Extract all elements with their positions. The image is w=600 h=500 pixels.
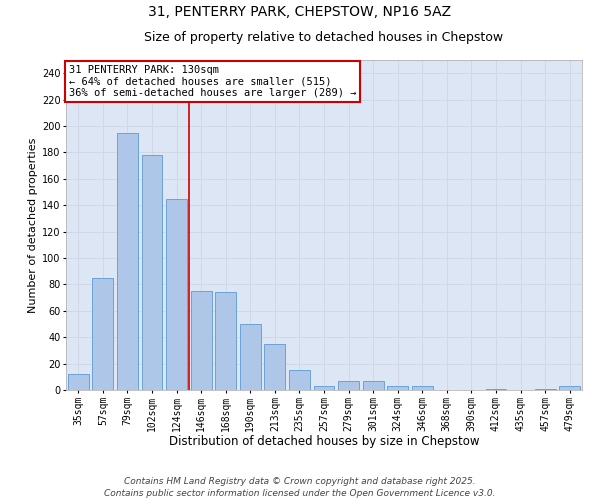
Text: 31 PENTERRY PARK: 130sqm
← 64% of detached houses are smaller (515)
36% of semi-: 31 PENTERRY PARK: 130sqm ← 64% of detach… <box>68 65 356 98</box>
Bar <box>142 155 163 390</box>
Text: 31, PENTERRY PARK, CHEPSTOW, NP16 5AZ: 31, PENTERRY PARK, CHEPSTOW, NP16 5AZ <box>148 5 452 19</box>
Bar <box>215 292 236 390</box>
Bar <box>362 381 383 390</box>
Bar <box>387 386 408 390</box>
Bar <box>117 132 138 390</box>
Y-axis label: Number of detached properties: Number of detached properties <box>28 138 38 312</box>
Text: Contains HM Land Registry data © Crown copyright and database right 2025.
Contai: Contains HM Land Registry data © Crown c… <box>104 476 496 498</box>
Bar <box>92 278 113 390</box>
Bar <box>485 388 506 390</box>
Bar <box>265 344 286 390</box>
Bar <box>166 198 187 390</box>
Bar <box>191 291 212 390</box>
Bar <box>240 324 261 390</box>
Bar <box>68 374 89 390</box>
Bar <box>338 381 359 390</box>
Bar <box>535 388 556 390</box>
Title: Size of property relative to detached houses in Chepstow: Size of property relative to detached ho… <box>145 30 503 44</box>
Bar <box>559 386 580 390</box>
Bar <box>314 386 334 390</box>
Bar <box>412 386 433 390</box>
X-axis label: Distribution of detached houses by size in Chepstow: Distribution of detached houses by size … <box>169 435 479 448</box>
Bar <box>289 370 310 390</box>
